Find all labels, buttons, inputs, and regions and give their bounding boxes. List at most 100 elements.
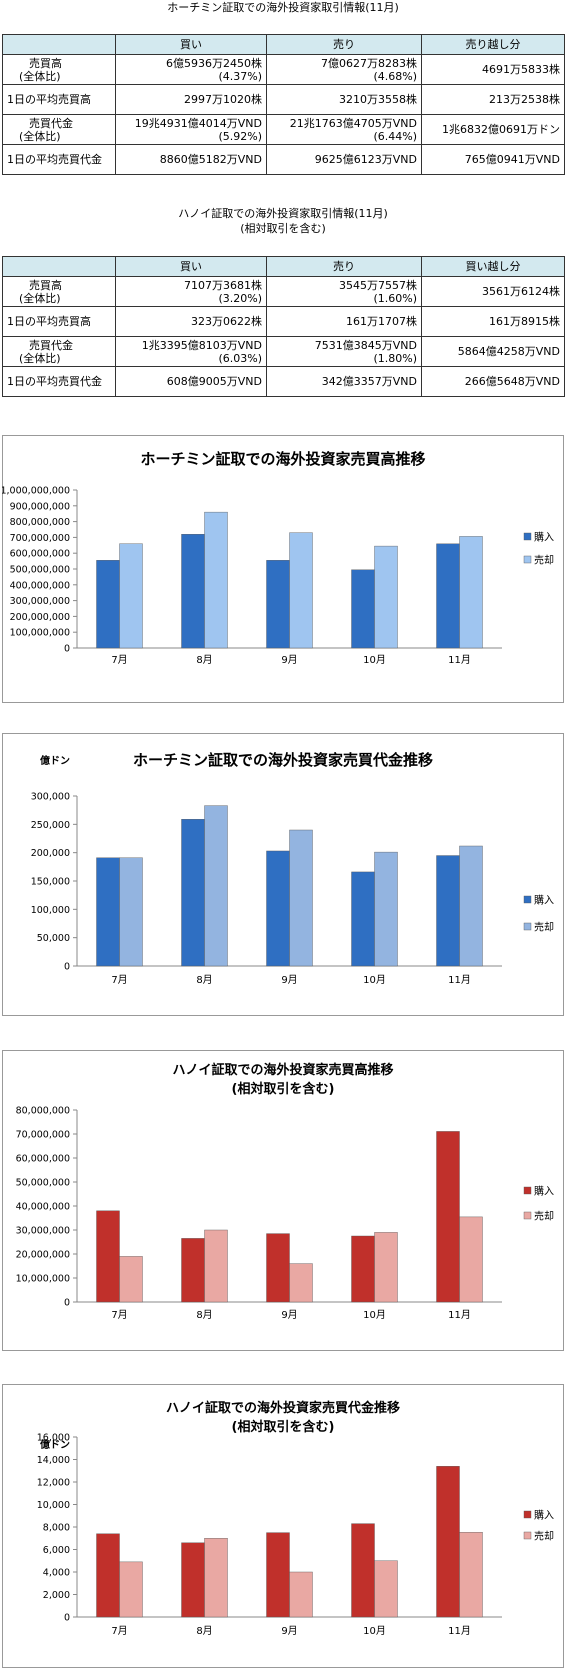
table-cell: 5864億4258万VND	[421, 336, 565, 367]
y-tick-label: 600,000,000	[10, 549, 70, 560]
x-tick-label: 9月	[281, 1309, 297, 1321]
table-row: 売買高 (全体比) 6億5936万2450株 (4.37%) 7億0627万8283株(…	[2, 54, 565, 85]
x-tick-label: 9月	[281, 1625, 297, 1637]
cell-text: 2997万1020株	[184, 93, 262, 106]
y-tick-label: 50,000	[37, 933, 70, 944]
bar	[459, 845, 483, 967]
bar	[96, 857, 120, 967]
bar	[119, 1561, 143, 1618]
table: 買い 売り 売り越し分 売買高 (全体比) 6億5936万2450株 (4.37%) 7億06…	[2, 34, 565, 175]
legend-label: 購入	[534, 531, 554, 544]
title-line: (相対取引を含む)	[240, 222, 326, 235]
bar	[181, 1542, 205, 1618]
header-cell: 買い越し分	[421, 256, 565, 277]
cell-text: 8860億5182万VND	[159, 153, 262, 166]
title-line: ホーチミン証取での海外投資家取引情報(11月)	[167, 1, 399, 14]
x-tick-label: 9月	[281, 654, 297, 666]
chart: ホーチミン証取での海外投資家売買代金推移 億ドン 0 50,000 100,000 150…	[2, 733, 564, 1016]
bar	[459, 536, 483, 649]
table-cell: 21兆1763億4705万VND (6.44%)	[266, 114, 422, 145]
header-row: 買い 売り 買い越し分	[2, 256, 565, 277]
y-tick-label: 60,000,000	[16, 1154, 70, 1165]
cell-text: 1日の平均売買代金	[7, 375, 102, 388]
table-cell: 1日の平均売買代金	[2, 144, 116, 175]
cell-text: (6.03%)	[218, 351, 262, 365]
cell-text: (6.44%)	[373, 129, 417, 143]
bar	[289, 829, 313, 967]
table-row: 1日の平均売買高 2997万1020株 3210万3558株 213万2538株	[2, 84, 565, 115]
y-tick-label: 10,000,000	[16, 1274, 70, 1285]
legend-swatch	[523, 532, 532, 541]
chart: ホーチミン証取での海外投資家売買高推移 0 100,000,000 200,000,0…	[2, 435, 564, 703]
x-tick-label: 10月	[363, 654, 386, 666]
legend-swatch	[523, 1510, 532, 1519]
table-cell: 7531億3845万VND (1.80%)	[266, 336, 422, 367]
table-cell: 1日の平均売買高	[2, 306, 116, 337]
y-tick-label: 200,000	[31, 848, 70, 859]
cell-text: 3561万6124株	[482, 285, 560, 298]
y-tick-label: 14,000	[37, 1455, 70, 1466]
bar	[289, 1571, 313, 1618]
table-row: 売買代金 (全体比) 19兆4931億4014万VND (5.92%) 21兆1763億…	[2, 114, 565, 145]
y-tick-label: 40,000,000	[16, 1202, 70, 1213]
table-cell: 1日の平均売買高	[2, 84, 116, 115]
y-axis-label: 億ドン	[40, 1438, 70, 1451]
legend-swatch	[523, 555, 532, 564]
cell-text: 7531億3845万VND	[314, 338, 417, 352]
y-tick-label: 100,000,000	[10, 628, 70, 639]
y-tick-label: 4,000	[43, 1568, 70, 1579]
table-row: 1日の平均売買高 323万0622株 161万1707株 161万8915株	[2, 306, 565, 337]
y-tick-label: 50,000,000	[16, 1178, 70, 1189]
bar	[96, 1210, 120, 1303]
bar	[374, 1560, 398, 1618]
table-cell: 1兆3395億8103万VND (6.03%)	[115, 336, 267, 367]
legend-label: 売却	[534, 1210, 554, 1223]
y-tick-label: 400,000,000	[10, 580, 70, 591]
cell-text: 売買代金	[29, 116, 73, 130]
bar	[204, 511, 228, 649]
cell-text: 323万0622株	[191, 315, 262, 328]
y-tick-label: 700,000,000	[10, 533, 70, 544]
cell-text: 1兆6832億0691万ドン	[442, 123, 560, 136]
table-cell: 売買代金 (全体比)	[2, 336, 116, 367]
cell-text: 161万1707株	[346, 315, 417, 328]
header-cell	[2, 256, 116, 277]
y-tick-label: 10,000	[37, 1500, 70, 1511]
bar	[374, 545, 398, 649]
y-tick-label: 2,000	[43, 1590, 70, 1601]
legend-swatch	[523, 922, 532, 931]
y-tick-label: 300,000,000	[10, 596, 70, 607]
x-tick-label: 8月	[196, 974, 212, 986]
bar	[436, 1131, 460, 1303]
chart-subtitle: (相対取引を含む)	[232, 1419, 335, 1435]
cell-text: (1.60%)	[373, 291, 417, 305]
table-cell: 2997万1020株	[115, 84, 267, 115]
bar	[204, 805, 228, 967]
x-tick-label: 8月	[196, 1309, 212, 1321]
y-tick-label: 20,000,000	[16, 1250, 70, 1261]
x-tick-label: 8月	[196, 1625, 212, 1637]
bar	[351, 1235, 375, 1303]
table-cell: 19兆4931億4014万VND (5.92%)	[115, 114, 267, 145]
legend-label: 購入	[534, 1185, 554, 1198]
cell-text: 4691万5833株	[482, 63, 560, 76]
header-cell: 買い	[115, 256, 267, 277]
x-tick-label: 7月	[111, 1625, 127, 1637]
chart-title: ハノイ証取での海外投資家売買代金推移	[166, 1400, 400, 1416]
y-tick-label: 250,000	[31, 820, 70, 831]
table-row: 売買代金 (全体比) 1兆3395億8103万VND (6.03%) 7531億3845…	[2, 336, 565, 367]
y-tick-label: 0	[64, 1613, 70, 1624]
bar	[181, 819, 205, 967]
x-tick-label: 7月	[111, 974, 127, 986]
bar	[436, 1466, 460, 1618]
table-cell: 323万0622株	[115, 306, 267, 337]
table-cell: 161万1707株	[266, 306, 422, 337]
legend-swatch	[523, 1211, 532, 1220]
table-cell: 9625億6123万VND	[266, 144, 422, 175]
y-tick-label: 80,000,000	[16, 1106, 70, 1117]
header-cell: 売り	[266, 34, 422, 55]
y-axis-label: 億ドン	[40, 754, 70, 767]
bar	[266, 560, 290, 649]
table-cell: 4691万5833株	[421, 54, 565, 85]
bar	[459, 1216, 483, 1303]
